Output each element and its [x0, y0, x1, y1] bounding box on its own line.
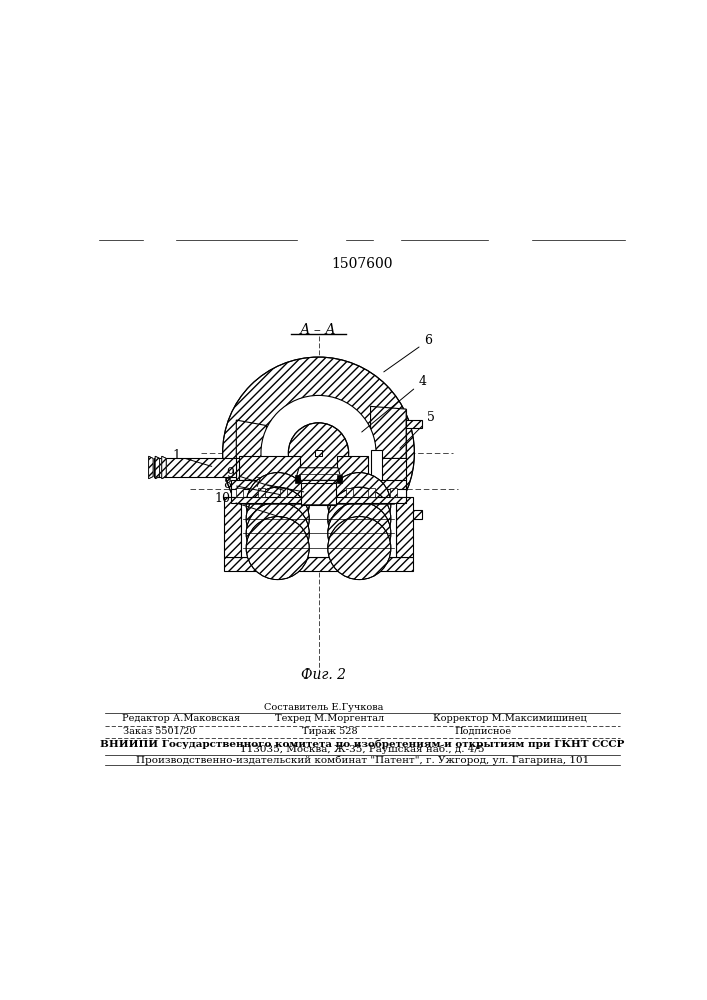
Circle shape — [288, 423, 349, 483]
Polygon shape — [240, 497, 397, 557]
Polygon shape — [231, 480, 407, 489]
Circle shape — [246, 473, 309, 536]
Text: 9: 9 — [226, 467, 284, 490]
Polygon shape — [407, 420, 421, 428]
Text: 7: 7 — [255, 477, 304, 492]
Text: 113035, Москва, Ж-35, Раушская наб., д. 4/5: 113035, Москва, Ж-35, Раушская наб., д. … — [240, 744, 484, 754]
Polygon shape — [154, 458, 236, 477]
Polygon shape — [236, 488, 243, 497]
Polygon shape — [296, 475, 300, 479]
Text: Редактор А.Маковская: Редактор А.Маковская — [122, 714, 240, 723]
Circle shape — [328, 502, 391, 565]
Polygon shape — [315, 450, 322, 456]
Text: 8: 8 — [223, 478, 280, 495]
Text: 5: 5 — [400, 411, 435, 448]
Polygon shape — [224, 497, 240, 557]
Text: 10: 10 — [215, 492, 283, 518]
Polygon shape — [301, 483, 336, 505]
Text: 1: 1 — [172, 449, 211, 466]
Circle shape — [328, 473, 391, 536]
Polygon shape — [370, 406, 407, 458]
Circle shape — [246, 517, 309, 580]
Polygon shape — [231, 497, 407, 503]
Polygon shape — [296, 468, 341, 480]
Polygon shape — [368, 497, 407, 557]
Circle shape — [328, 487, 391, 550]
Polygon shape — [162, 456, 166, 479]
Polygon shape — [258, 488, 265, 497]
Text: Заказ 5501/20: Заказ 5501/20 — [123, 727, 196, 736]
Circle shape — [246, 502, 309, 565]
Circle shape — [328, 517, 391, 580]
Polygon shape — [337, 456, 368, 480]
Polygon shape — [368, 488, 375, 497]
Polygon shape — [231, 489, 407, 497]
Polygon shape — [236, 450, 267, 557]
Text: 6: 6 — [384, 334, 432, 372]
Polygon shape — [224, 557, 413, 571]
Polygon shape — [233, 456, 404, 505]
Polygon shape — [370, 450, 382, 487]
Polygon shape — [239, 456, 300, 480]
Text: Подписное: Подписное — [455, 727, 511, 736]
Circle shape — [246, 487, 309, 550]
Text: ВНИИПИ Государственного комитета по изобретениям и открытиям при ГКНТ СССР: ВНИИПИ Государственного комитета по изоб… — [100, 739, 624, 749]
Circle shape — [223, 357, 414, 549]
Text: Составитель Е.Гучкова: Составитель Е.Гучкова — [264, 703, 384, 712]
Polygon shape — [397, 497, 413, 557]
Polygon shape — [337, 478, 342, 483]
Polygon shape — [295, 478, 300, 483]
Polygon shape — [280, 488, 287, 497]
Text: Производственно-издательский комбинат "Патент", г. Ужгород, ул. Гагарина, 101: Производственно-издательский комбинат "П… — [136, 755, 589, 765]
Polygon shape — [346, 488, 353, 497]
Polygon shape — [148, 456, 153, 479]
Polygon shape — [148, 456, 153, 479]
Text: Корректор М.Максимишинец: Корректор М.Максимишинец — [433, 714, 587, 723]
Polygon shape — [337, 475, 341, 479]
Text: Фиг. 2: Фиг. 2 — [301, 668, 346, 682]
Polygon shape — [236, 420, 267, 458]
Polygon shape — [315, 450, 322, 456]
Text: 4: 4 — [362, 375, 426, 432]
Polygon shape — [407, 510, 421, 519]
Text: 1507600: 1507600 — [332, 257, 393, 271]
Circle shape — [261, 395, 376, 510]
Polygon shape — [390, 488, 397, 497]
Polygon shape — [156, 456, 160, 479]
Polygon shape — [156, 456, 160, 479]
Polygon shape — [370, 409, 407, 557]
Text: А – А: А – А — [300, 323, 337, 337]
Text: Тираж 528: Тираж 528 — [302, 727, 357, 736]
Text: Техред М.Моргентал: Техред М.Моргентал — [275, 714, 384, 723]
Polygon shape — [162, 456, 166, 479]
